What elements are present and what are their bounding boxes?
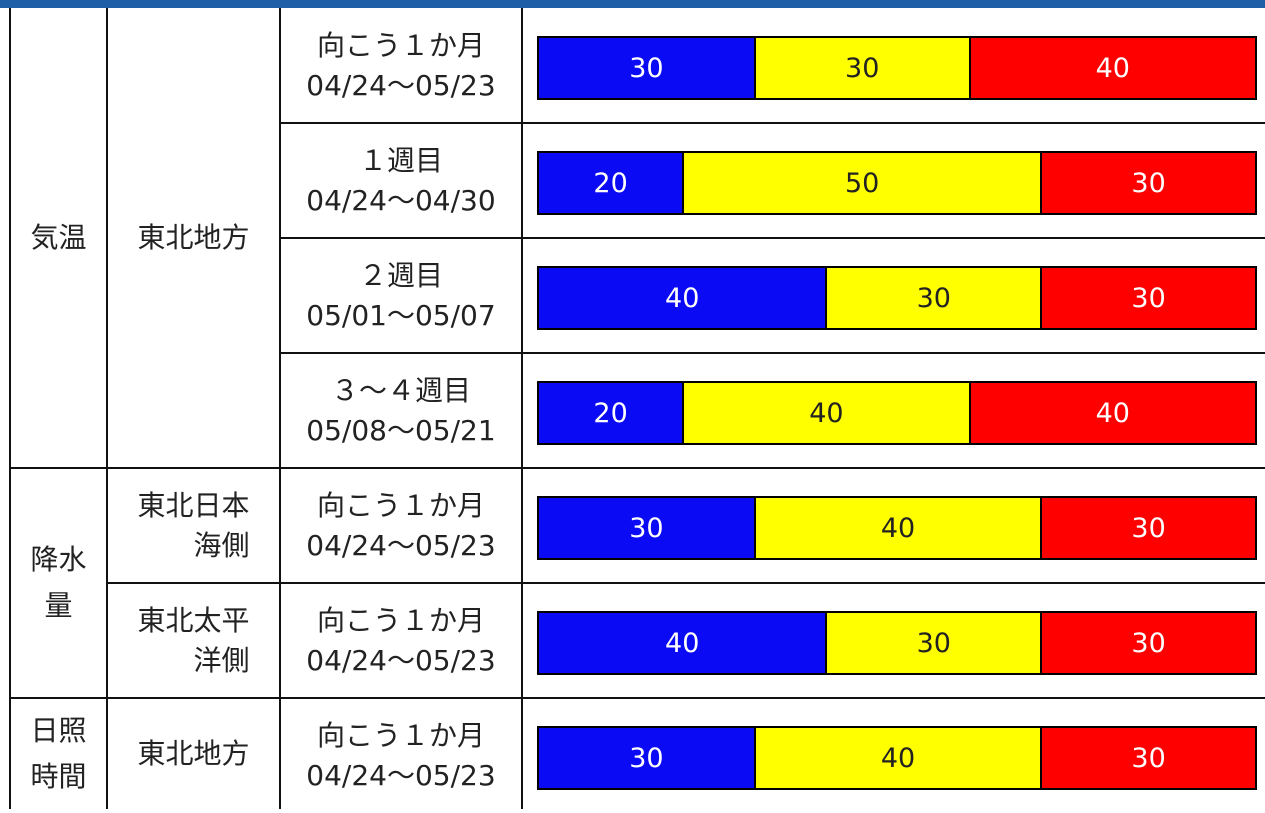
period-label: 向こう１か月 — [316, 28, 485, 62]
bar-value-label: 40 — [809, 397, 844, 429]
period-cell: ３～４週目 05/08～05/21 — [280, 353, 522, 468]
bar-segment-below: 20 — [539, 383, 683, 443]
element-cell: 気温 — [10, 8, 107, 468]
bar-segment-below: 40 — [539, 613, 826, 673]
bar-value-label: 30 — [1131, 742, 1166, 774]
bar-value-label: 30 — [916, 282, 951, 314]
probability-bar: 30 40 30 — [537, 726, 1257, 790]
bar-value-label: 40 — [665, 627, 700, 659]
bar-value-label: 30 — [629, 52, 664, 84]
column-divider — [279, 8, 281, 809]
header-bar — [0, 0, 1265, 8]
bar-value-label: 30 — [1131, 512, 1166, 544]
period-label: 向こう１か月 — [316, 488, 485, 522]
bar-segment-below: 30 — [539, 38, 754, 98]
period-dates: 04/24～05/23 — [306, 643, 496, 677]
bar-segment-above: 30 — [1040, 498, 1255, 558]
probability-bar: 20 50 30 — [537, 151, 1257, 215]
period-label: ３～４週目 — [330, 373, 471, 407]
row-divider — [107, 582, 1265, 584]
bar-value-label: 40 — [880, 742, 916, 774]
bar-segment-above: 30 — [1040, 728, 1255, 788]
bar-value-label: 50 — [845, 167, 880, 199]
bar-segment-normal: 30 — [753, 38, 969, 98]
area-label: 東北太平 洋側 — [137, 603, 250, 677]
element-label: 日照 時間 — [30, 713, 87, 793]
bar-value-label: 30 — [629, 512, 664, 544]
bar-value-label: 30 — [629, 742, 664, 774]
group-divider — [10, 467, 1265, 469]
area-cell: 東北太平 洋側 — [107, 583, 280, 698]
bar-value-label: 30 — [1131, 167, 1166, 199]
period-cell: 向こう１か月 04/24～05/23 — [280, 698, 522, 813]
bar-value-label: 30 — [916, 627, 951, 659]
bar-value-label: 30 — [1131, 282, 1166, 314]
period-dates: 04/24～04/30 — [306, 183, 496, 217]
area-label: 東北日本 海側 — [137, 488, 250, 562]
period-cell: 向こう１か月 04/24～05/23 — [280, 8, 522, 123]
period-dates: 04/24～05/23 — [306, 758, 496, 792]
period-dates: 04/24～05/23 — [306, 68, 496, 102]
forecast-probability-table: 東北地方 気温 東北日本 海側 東北太平 洋側 降水量東北地方 日照 時間 向こう１か月 04/24… — [0, 8, 1265, 809]
column-divider — [9, 8, 11, 809]
period-cell: ２週目 05/01～05/07 — [280, 238, 522, 353]
area-cell: 東北地方 — [107, 8, 280, 468]
bar-segment-below: 20 — [539, 153, 683, 213]
bar-segment-normal: 40 — [753, 728, 1041, 788]
period-dates: 04/24～05/23 — [306, 528, 496, 562]
bar-segment-below: 30 — [539, 498, 754, 558]
period-cell: 向こう１か月 04/24～05/23 — [280, 468, 522, 583]
element-label: 降水量 — [30, 543, 87, 622]
element-cell: 日照 時間 — [10, 698, 107, 809]
probability-bar: 40 30 30 — [537, 266, 1257, 330]
area-cell: 東北日本 海側 — [107, 468, 280, 583]
bar-segment-above: 40 — [968, 38, 1255, 98]
bar-value-label: 40 — [1095, 52, 1130, 84]
area-label: 東北地方 — [137, 221, 250, 254]
period-dates: 05/08～05/21 — [306, 413, 496, 447]
bar-value-label: 20 — [593, 167, 628, 199]
column-divider — [106, 8, 108, 809]
probability-bar: 30 40 30 — [537, 496, 1257, 560]
element-cell: 降水量 — [10, 468, 107, 698]
bar-segment-normal: 30 — [825, 268, 1041, 328]
bar-segment-normal: 40 — [682, 383, 969, 443]
bar-value-label: 30 — [1131, 627, 1166, 659]
group-divider — [10, 697, 1265, 699]
bar-segment-normal: 30 — [825, 613, 1041, 673]
bar-segment-below: 40 — [539, 268, 826, 328]
period-label: 向こう１か月 — [316, 603, 485, 637]
row-divider — [280, 352, 1265, 354]
period-label: 向こう１か月 — [316, 718, 485, 752]
bar-value-label: 40 — [665, 282, 700, 314]
element-label: 気温 — [30, 221, 87, 254]
bar-value-label: 30 — [845, 52, 880, 84]
bar-value-label: 20 — [593, 397, 628, 429]
period-cell: １週目 04/24～04/30 — [280, 123, 522, 238]
bar-segment-normal: 40 — [753, 498, 1041, 558]
period-cell: 向こう１か月 04/24～05/23 — [280, 583, 522, 698]
period-label: １週目 — [358, 143, 443, 177]
probability-bar: 20 40 40 — [537, 381, 1257, 445]
bar-segment-above: 30 — [1040, 268, 1255, 328]
period-label: ２週目 — [358, 258, 443, 292]
bar-segment-normal: 50 — [682, 153, 1041, 213]
bar-value-label: 40 — [880, 512, 916, 544]
probability-bar: 30 30 40 — [537, 36, 1257, 100]
bar-segment-below: 30 — [539, 728, 754, 788]
row-divider — [280, 122, 1265, 124]
bar-segment-above: 30 — [1040, 153, 1255, 213]
probability-bar: 40 30 30 — [537, 611, 1257, 675]
bar-segment-above: 30 — [1040, 613, 1255, 673]
bar-segment-above: 40 — [968, 383, 1255, 443]
area-label: 東北地方 — [137, 736, 250, 770]
bar-value-label: 40 — [1095, 397, 1130, 429]
row-divider — [280, 237, 1265, 239]
area-cell: 東北地方 — [107, 698, 280, 809]
column-divider — [521, 8, 523, 809]
period-dates: 05/01～05/07 — [306, 298, 496, 332]
